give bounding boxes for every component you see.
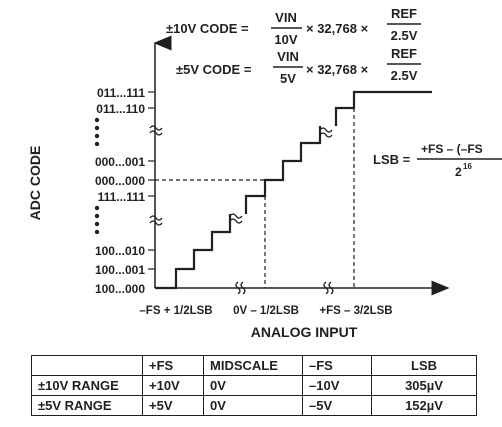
x-tick-label: 0V – 1/2LSB: [233, 305, 299, 317]
y-tick-label: 100...001: [95, 263, 145, 277]
y-tick-label: 100...010: [95, 244, 145, 258]
range-table: +FS MIDSCALE –FS LSB ±10V RANGE +10V 0V …: [31, 355, 477, 416]
y-tick-label: 100...000: [95, 282, 145, 296]
formula-5v-ref-numerator: REF: [391, 46, 417, 61]
y-tick-labels: 011...111 011...110 000...001 000...000 …: [95, 86, 145, 296]
formula-lsb: LSB = +FS – (–FS 2 16: [373, 142, 502, 179]
table-cell: 0V: [203, 395, 303, 416]
formula-10v-multiplier: × 32,768 ×: [306, 21, 369, 36]
table-header-cell: MIDSCALE: [203, 355, 303, 376]
table-cell: +5V: [142, 395, 204, 416]
table-cell: 305µV: [371, 375, 477, 396]
y-tick-label: 011...110: [96, 102, 145, 116]
table-cell: ±10V RANGE: [31, 375, 143, 396]
table-cell: 0V: [203, 375, 303, 396]
dashed-guides: [155, 108, 355, 288]
x-axis-label: ANALOG INPUT: [251, 324, 358, 340]
y-tick-label: 000...000: [95, 174, 145, 188]
table-cell: –5V: [302, 395, 372, 416]
y-axis-label: ADC CODE: [27, 146, 43, 221]
table-cell: 152µV: [371, 395, 477, 416]
table-header-cell: –FS: [302, 355, 372, 376]
formula-10v-numerator: VIN: [275, 10, 297, 25]
table-cell: –10V: [302, 375, 372, 396]
y-tick-label: 000...001: [95, 155, 145, 169]
table-row: ±5V RANGE +5V 0V –5V 152µV: [31, 395, 477, 416]
y-tick-label: 011...111: [97, 86, 145, 100]
axis-break-marks: [149, 125, 334, 295]
table-cell: +10V: [142, 375, 204, 396]
formula-10v-prefix: ±10V CODE =: [166, 21, 249, 36]
table-cell: ±5V RANGE: [31, 395, 143, 416]
formula-lsb-prefix: LSB =: [373, 152, 411, 167]
transfer-function-diagram: ±10V CODE = VIN 10V × 32,768 × REF 2.5V …: [27, 6, 502, 340]
formula-10v-ref-denominator: 2.5V: [391, 28, 418, 43]
transfer-staircase: [155, 90, 432, 290]
x-tick-label: –FS + 1/2LSB: [139, 305, 212, 317]
table-header-cell: [31, 355, 143, 376]
table-header-cell: +FS: [142, 355, 204, 376]
y-ticks: [148, 91, 155, 270]
formula-lsb-denominator-base: 2: [455, 165, 462, 179]
formula-5v-ref-denominator: 2.5V: [391, 68, 418, 83]
formula-lsb-denominator-exponent: 16: [463, 162, 472, 171]
x-tick-labels: –FS + 1/2LSB 0V – 1/2LSB +FS – 3/2LSB: [139, 305, 392, 317]
table-header-cell: LSB: [371, 355, 477, 376]
y-ellipsis-dots: [94, 117, 100, 235]
table-row: ±10V RANGE +10V 0V –10V 305µV: [31, 375, 477, 396]
formula-5v-numerator: VIN: [277, 49, 299, 64]
formula-5v-prefix: ±5V CODE =: [176, 62, 252, 77]
formula-10v-code: ±10V CODE = VIN 10V × 32,768 × REF 2.5V: [166, 6, 421, 47]
formula-10v-denominator: 10V: [274, 32, 297, 47]
table-header-row: +FS MIDSCALE –FS LSB: [31, 355, 477, 376]
formula-5v-multiplier: × 32,768 ×: [306, 62, 369, 77]
formula-10v-ref-numerator: REF: [391, 6, 417, 21]
formula-5v-denominator: 5V: [280, 71, 296, 86]
y-tick-label: 111...111: [98, 190, 146, 204]
x-tick-label: +FS – 3/2LSB: [319, 305, 392, 317]
formula-lsb-numerator: +FS – (–FS: [421, 142, 483, 156]
formula-5v-code: ±5V CODE = VIN 5V × 32,768 × REF 2.5V: [176, 46, 421, 86]
